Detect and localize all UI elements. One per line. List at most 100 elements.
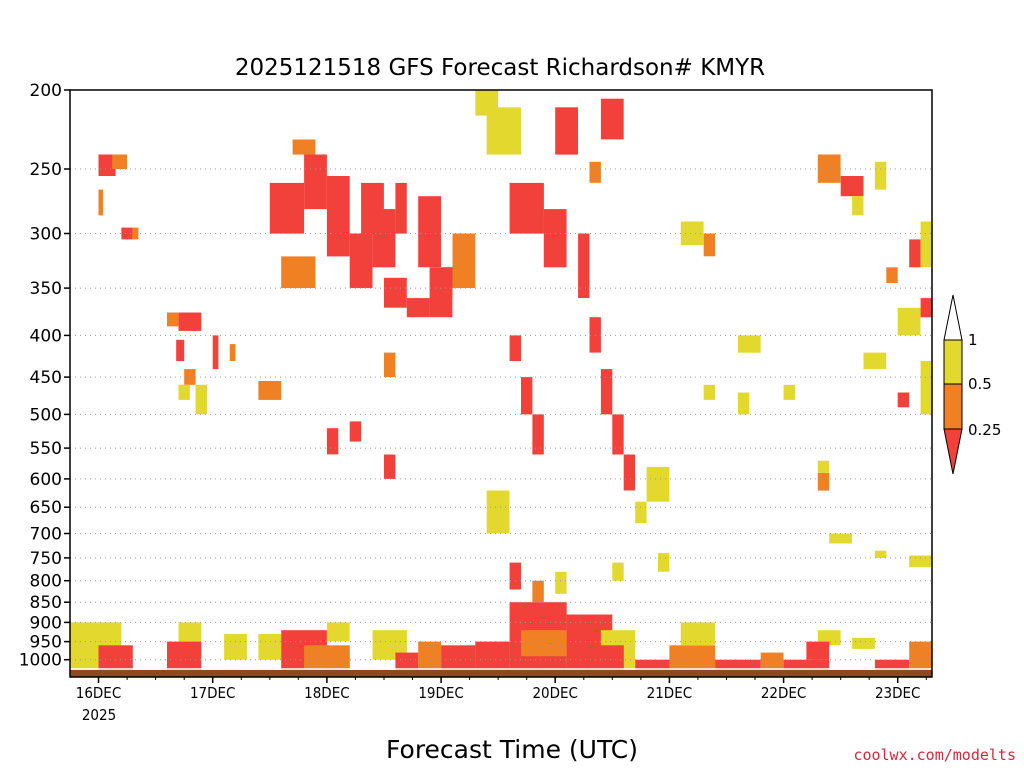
x-tick-label: 18DEC bbox=[304, 684, 350, 702]
ri-cell bbox=[418, 196, 441, 268]
plot-frame bbox=[69, 89, 933, 678]
ri-cell bbox=[646, 466, 670, 502]
legend-label-0.5: 0.5 bbox=[968, 375, 992, 393]
ri-cell bbox=[121, 227, 133, 240]
x-tick-label: 16DEC bbox=[76, 684, 122, 702]
ri-cell bbox=[703, 233, 716, 257]
ri-cell bbox=[178, 384, 190, 400]
ri-surface-cell bbox=[852, 637, 875, 649]
ri-cell bbox=[612, 414, 624, 455]
ri-cell bbox=[817, 154, 841, 183]
ri-cell bbox=[452, 233, 476, 289]
ri-cell bbox=[863, 352, 887, 370]
ri-cell bbox=[909, 239, 921, 268]
ri-surface-cell bbox=[224, 634, 247, 660]
ri-cell bbox=[384, 454, 396, 479]
ri-cell bbox=[703, 384, 716, 400]
ri-cell bbox=[817, 460, 830, 473]
y-tick-label: 950 bbox=[30, 633, 62, 653]
x-axis-title: Forecast Time (UTC) bbox=[386, 735, 638, 764]
y-tick-label: 450 bbox=[30, 368, 62, 388]
ri-cell bbox=[112, 154, 127, 169]
x-tick-label: 19DEC bbox=[418, 684, 464, 702]
ri-cell bbox=[326, 176, 350, 257]
ri-cell bbox=[920, 221, 932, 268]
ri-cell bbox=[886, 267, 898, 283]
y-tick-label: 550 bbox=[30, 439, 62, 459]
ri-surface-cell bbox=[258, 634, 282, 660]
y-tick-label: 600 bbox=[30, 470, 62, 490]
ri-cell bbox=[98, 154, 116, 176]
ri-cell bbox=[509, 182, 544, 234]
y-tick-label: 900 bbox=[30, 613, 62, 633]
ri-cell bbox=[184, 369, 196, 385]
ri-cell bbox=[509, 335, 521, 361]
ri-cell bbox=[737, 335, 761, 353]
ri-cell bbox=[269, 182, 305, 234]
legend-label-1: 1 bbox=[968, 331, 978, 349]
ri-cell bbox=[361, 182, 384, 234]
ri-cell bbox=[829, 533, 852, 544]
y-tick-label: 750 bbox=[30, 549, 62, 569]
ri-cell bbox=[195, 384, 207, 415]
ri-cell bbox=[281, 256, 316, 289]
ri-cell bbox=[486, 490, 510, 534]
ri-cell bbox=[658, 553, 670, 572]
ri-cell bbox=[532, 580, 544, 603]
ri-cell bbox=[920, 361, 932, 415]
ri-cell bbox=[292, 139, 316, 155]
terrain-fill bbox=[70, 670, 932, 677]
ri-cell bbox=[326, 428, 339, 455]
ri-cell bbox=[395, 182, 407, 234]
colorbar-bin-0.5-1 bbox=[943, 339, 963, 385]
colorbar-bottom-triangle bbox=[943, 428, 963, 475]
ri-cell bbox=[521, 377, 533, 415]
colorbar-bin-0.25-0.5 bbox=[943, 383, 963, 430]
credit-link[interactable]: coolwx.com/modelts bbox=[853, 746, 1016, 764]
ri-cell bbox=[623, 454, 636, 491]
ri-surface-cell bbox=[817, 630, 841, 646]
ri-cell bbox=[578, 233, 590, 298]
terrain-band bbox=[70, 668, 932, 677]
ri-cell bbox=[897, 392, 910, 408]
ri-cell bbox=[840, 176, 864, 197]
ri-cell bbox=[600, 369, 613, 415]
x-tick-label: 23DEC bbox=[875, 684, 921, 702]
ri-cell bbox=[178, 312, 202, 331]
ri-cell bbox=[212, 335, 219, 370]
richardson-cells bbox=[70, 90, 932, 674]
ri-cell bbox=[897, 307, 921, 336]
ri-cell bbox=[555, 571, 567, 594]
ri-cell bbox=[349, 233, 373, 289]
ri-cell bbox=[98, 189, 104, 216]
ri-cell bbox=[384, 277, 407, 308]
y-tick-label: 500 bbox=[30, 405, 62, 425]
ri-cell bbox=[680, 221, 704, 246]
ri-cell bbox=[441, 267, 453, 299]
ri-cell bbox=[817, 473, 830, 491]
ri-cell bbox=[304, 154, 327, 210]
ri-surface-cell bbox=[806, 641, 830, 660]
ri-cell bbox=[486, 107, 521, 155]
y-tick-label: 650 bbox=[30, 498, 62, 518]
ri-surface-cell bbox=[418, 641, 441, 674]
legend-label-0.25: 0.25 bbox=[968, 421, 1001, 439]
x-tick-label: 22DEC bbox=[761, 684, 807, 702]
x-axis-ticks: 16DEC 17DEC 18DEC 19DEC 20DEC 21DEC 22DEC 23DEC bbox=[76, 677, 927, 702]
ri-cell bbox=[612, 562, 624, 581]
x-tick-label: 20DEC bbox=[532, 684, 578, 702]
ri-cell bbox=[509, 562, 521, 590]
y-tick-label: 300 bbox=[30, 225, 62, 245]
ri-cell bbox=[635, 501, 647, 524]
ri-cell bbox=[600, 98, 624, 140]
ri-cell bbox=[229, 344, 236, 361]
y-axis-ticks: 200 250 300 350 400 450 500 550 600 650 700 750 8008… bbox=[19, 81, 70, 671]
ri-cell bbox=[852, 196, 864, 216]
ri-cell bbox=[384, 352, 396, 377]
ri-cell bbox=[874, 161, 887, 190]
ri-cell bbox=[874, 550, 887, 558]
y-tick-label: 800 bbox=[30, 572, 62, 592]
ri-cell bbox=[176, 339, 185, 361]
y-tick-label: 250 bbox=[30, 160, 62, 180]
